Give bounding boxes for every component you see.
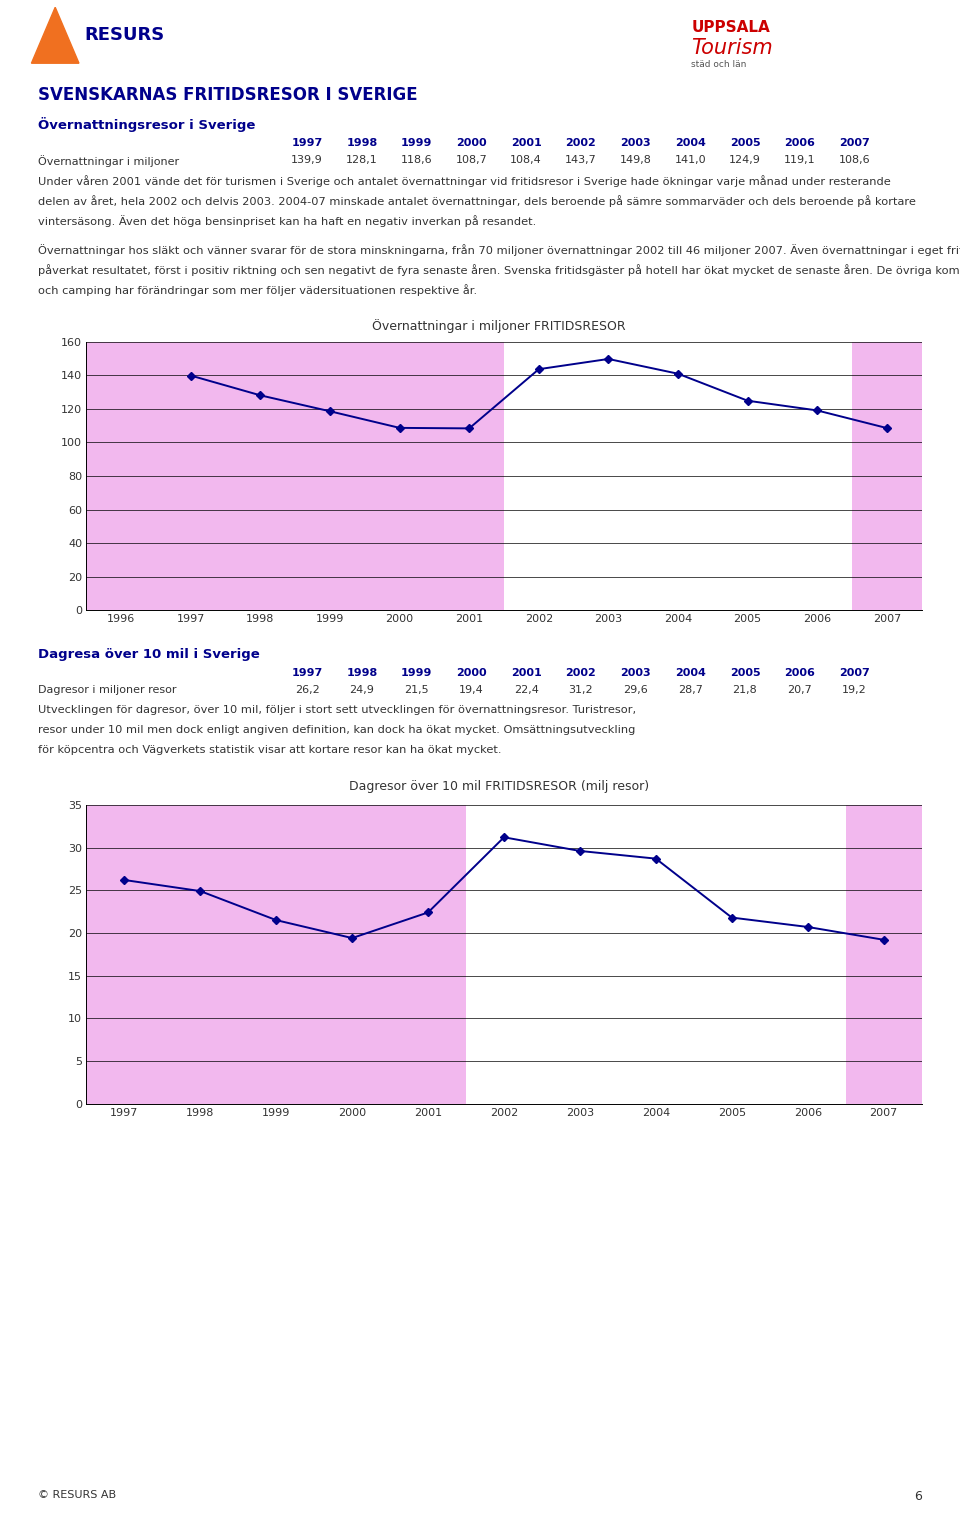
Text: 1999: 1999 bbox=[401, 138, 432, 149]
Text: 2000: 2000 bbox=[456, 668, 487, 679]
Bar bbox=[846, 805, 922, 1104]
Text: 1997: 1997 bbox=[292, 668, 323, 679]
Text: 141,0: 141,0 bbox=[675, 155, 706, 166]
Text: 1999: 1999 bbox=[401, 668, 432, 679]
Text: 2001: 2001 bbox=[511, 138, 541, 149]
Text: 108,4: 108,4 bbox=[510, 155, 542, 166]
Text: Övernattningar i miljoner FRITIDSRESOR: Övernattningar i miljoner FRITIDSRESOR bbox=[372, 319, 626, 333]
Text: 1997: 1997 bbox=[292, 138, 323, 149]
Text: 2002: 2002 bbox=[565, 138, 596, 149]
Polygon shape bbox=[32, 8, 79, 63]
Text: 139,9: 139,9 bbox=[291, 155, 324, 166]
Bar bbox=[852, 342, 922, 610]
Text: 2002: 2002 bbox=[565, 668, 596, 679]
Text: Dagresor över 10 mil FRITIDSRESOR (milj resor): Dagresor över 10 mil FRITIDSRESOR (milj … bbox=[349, 780, 649, 793]
Text: 22,4: 22,4 bbox=[514, 685, 539, 696]
Text: 2001: 2001 bbox=[511, 668, 541, 679]
Text: 2007: 2007 bbox=[839, 668, 870, 679]
Text: 1998: 1998 bbox=[347, 138, 377, 149]
Text: påverkat resultatet, först i positiv riktning och sen negativt de fyra senaste å: påverkat resultatet, först i positiv rik… bbox=[38, 264, 960, 276]
Text: UPPSALA: UPPSALA bbox=[691, 20, 770, 35]
Text: Utvecklingen för dagresor, över 10 mil, följer i stort sett utvecklingen för öve: Utvecklingen för dagresor, över 10 mil, … bbox=[38, 705, 636, 716]
Text: 108,6: 108,6 bbox=[839, 155, 870, 166]
Text: 28,7: 28,7 bbox=[678, 685, 703, 696]
Text: och camping har förändringar som mer följer vädersituationen respektive år.: och camping har förändringar som mer föl… bbox=[38, 284, 477, 296]
Text: 19,2: 19,2 bbox=[842, 685, 867, 696]
Bar bbox=[504, 342, 852, 610]
Text: Dagresa över 10 mil i Sverige: Dagresa över 10 mil i Sverige bbox=[38, 648, 260, 661]
Text: 24,9: 24,9 bbox=[349, 685, 374, 696]
Text: 19,4: 19,4 bbox=[459, 685, 484, 696]
Text: 149,8: 149,8 bbox=[619, 155, 652, 166]
Text: 2004: 2004 bbox=[675, 668, 706, 679]
Text: Dagresor i miljoner resor: Dagresor i miljoner resor bbox=[38, 685, 177, 696]
Text: 21,5: 21,5 bbox=[404, 685, 429, 696]
Text: 143,7: 143,7 bbox=[564, 155, 597, 166]
Text: 29,6: 29,6 bbox=[623, 685, 648, 696]
Text: 26,2: 26,2 bbox=[295, 685, 320, 696]
Text: Tourism: Tourism bbox=[691, 37, 773, 58]
Text: 20,7: 20,7 bbox=[787, 685, 812, 696]
Text: 2005: 2005 bbox=[730, 668, 760, 679]
Text: 2003: 2003 bbox=[620, 138, 651, 149]
Text: 2006: 2006 bbox=[784, 138, 815, 149]
Text: 119,1: 119,1 bbox=[784, 155, 815, 166]
Text: 128,1: 128,1 bbox=[346, 155, 378, 166]
Text: 1998: 1998 bbox=[347, 668, 377, 679]
Text: 2000: 2000 bbox=[456, 138, 487, 149]
Text: Övernattningsresor i Sverige: Övernattningsresor i Sverige bbox=[38, 117, 255, 132]
Text: 21,8: 21,8 bbox=[732, 685, 757, 696]
Text: 2004: 2004 bbox=[675, 138, 706, 149]
Text: SVENSKARNAS FRITIDSRESOR I SVERIGE: SVENSKARNAS FRITIDSRESOR I SVERIGE bbox=[38, 86, 418, 104]
Text: städ och län: städ och län bbox=[691, 60, 747, 69]
Text: 31,2: 31,2 bbox=[568, 685, 593, 696]
Text: 1988 - 2008: 1988 - 2008 bbox=[93, 52, 152, 61]
Text: 6: 6 bbox=[914, 1490, 922, 1502]
Text: 2003: 2003 bbox=[620, 668, 651, 679]
Text: 118,6: 118,6 bbox=[401, 155, 432, 166]
Text: delen av året, hela 2002 och delvis 2003. 2004-07 minskade antalet övernattninga: delen av året, hela 2002 och delvis 2003… bbox=[38, 195, 916, 207]
Text: Övernattningar hos släkt och vänner svarar för de stora minskningarna, från 70 m: Övernattningar hos släkt och vänner svar… bbox=[38, 244, 960, 256]
Text: 124,9: 124,9 bbox=[729, 155, 761, 166]
Text: Övernattningar i miljoner: Övernattningar i miljoner bbox=[38, 155, 180, 167]
Text: RESURS: RESURS bbox=[84, 26, 165, 44]
Text: 2007: 2007 bbox=[839, 138, 870, 149]
Text: Under våren 2001 vände det för turismen i Sverige och antalet övernattningar vid: Under våren 2001 vände det för turismen … bbox=[38, 175, 891, 187]
Text: 2005: 2005 bbox=[730, 138, 760, 149]
Text: © RESURS AB: © RESURS AB bbox=[38, 1490, 116, 1501]
Text: resor under 10 mil men dock enligt angiven definition, kan dock ha ökat mycket. : resor under 10 mil men dock enligt angiv… bbox=[38, 725, 636, 736]
Bar bbox=[466, 805, 846, 1104]
Text: för köpcentra och Vägverkets statistik visar att kortare resor kan ha ökat mycke: för köpcentra och Vägverkets statistik v… bbox=[38, 745, 502, 756]
Text: 108,7: 108,7 bbox=[455, 155, 488, 166]
Text: 2006: 2006 bbox=[784, 668, 815, 679]
Text: vintersäsong. Även det höga bensinpriset kan ha haft en negativ inverkan på resa: vintersäsong. Även det höga bensinpriset… bbox=[38, 215, 537, 227]
